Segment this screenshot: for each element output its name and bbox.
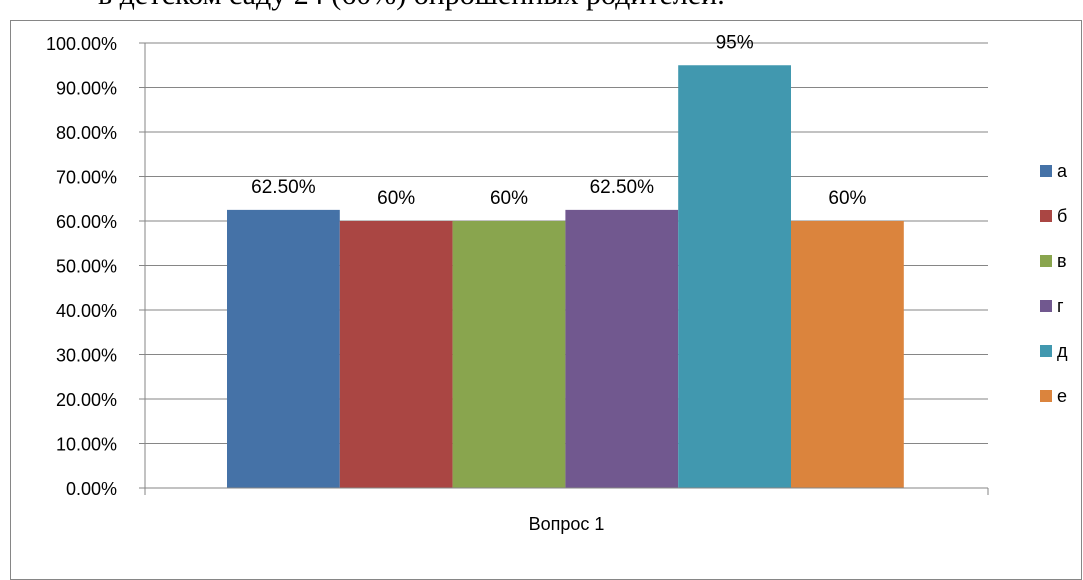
bar-б	[339, 221, 453, 488]
bar-а	[227, 209, 340, 488]
legend-swatch-г	[1040, 300, 1052, 312]
data-label: 62.50%	[590, 177, 655, 198]
y-tick-label: 10.00%	[56, 435, 117, 455]
legend-swatch-а	[1040, 165, 1052, 177]
y-tick-label: 60.00%	[56, 212, 117, 232]
bar-е	[791, 221, 904, 488]
y-axis: 0.00% 10.00% 20.00% 30.00% 40.00% 50.00% 60.00…	[46, 34, 146, 499]
legend-swatch-д	[1040, 345, 1052, 357]
legend: а б в г д е	[1040, 161, 1068, 406]
data-label: 60%	[490, 188, 528, 209]
y-tick-label: 90.00%	[56, 79, 117, 99]
legend-label: г	[1057, 296, 1064, 316]
data-label: 62.50%	[251, 177, 316, 198]
y-tick-label: 80.00%	[56, 123, 117, 143]
x-category-label: Вопрос 1	[529, 514, 605, 534]
data-label: 60%	[377, 188, 415, 209]
y-tick-label: 0.00%	[66, 479, 117, 499]
bar-в	[452, 221, 566, 488]
header-text: в детском саду 24 (60%) опрошенных родит…	[98, 0, 725, 12]
legend-label: а	[1057, 161, 1068, 181]
y-tick-label: 100.00%	[46, 34, 117, 54]
data-label: 60%	[828, 188, 866, 209]
data-label: 95%	[716, 32, 754, 53]
legend-label: б	[1057, 206, 1067, 226]
bar-г	[565, 209, 679, 488]
legend-swatch-б	[1040, 210, 1052, 222]
bar-chart: 0.00% 10.00% 20.00% 30.00% 40.00% 50.00% 60.00…	[46, 32, 1068, 534]
legend-label: е	[1057, 386, 1067, 406]
bar-д	[678, 65, 791, 488]
legend-swatch-в	[1040, 255, 1052, 267]
legend-label: в	[1057, 251, 1067, 271]
y-tick-label: 20.00%	[56, 390, 117, 410]
x-axis: Вопрос 1	[144, 487, 989, 534]
data-labels: 62.50% 60% 60% 62.50% 95% 60%	[251, 32, 866, 209]
y-tick-label: 40.00%	[56, 301, 117, 321]
bars	[227, 65, 904, 488]
y-tick-label: 30.00%	[56, 346, 117, 366]
legend-swatch-е	[1040, 390, 1052, 402]
y-tick-label: 70.00%	[56, 168, 117, 188]
y-tick-label: 50.00%	[56, 257, 117, 277]
legend-label: д	[1057, 341, 1068, 361]
